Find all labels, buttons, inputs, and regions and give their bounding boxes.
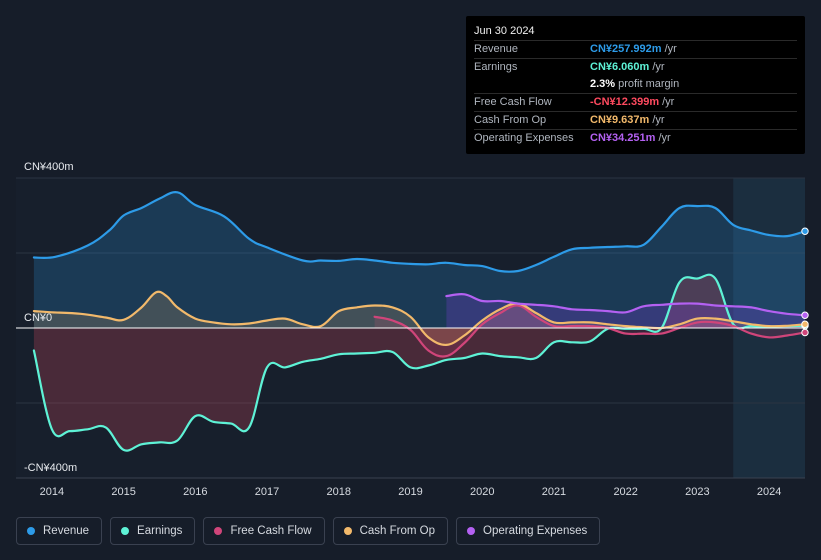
- tooltip-row-value: CN¥34.251m/yr: [590, 132, 671, 144]
- legend-label: Free Cash Flow: [230, 525, 312, 537]
- tooltip-row-value: CN¥257.992m/yr: [590, 43, 677, 55]
- tooltip-row-label: Free Cash Flow: [474, 96, 552, 108]
- tooltip-date: Jun 30 2024: [474, 25, 535, 37]
- chart-legend: Revenue Earnings Free Cash Flow Cash From O…: [16, 517, 601, 545]
- operating-expenses-end-dot: [801, 311, 809, 319]
- x-tick-label: 2019: [398, 486, 422, 498]
- x-tick-label: 2016: [183, 486, 207, 498]
- tooltip-row: Earnings CN¥6.060m/yr: [474, 58, 797, 76]
- legend-label: Earnings: [137, 525, 183, 537]
- revenue-end-dot: [801, 227, 809, 235]
- x-tick-label: 2014: [40, 486, 64, 498]
- tooltip-row: Cash From Op CN¥9.637m/yr: [474, 111, 797, 129]
- tooltip-row-label: [474, 76, 590, 93]
- tooltip-row-value: CN¥9.637m/yr: [590, 114, 665, 126]
- tooltip-row-value: CN¥6.060m/yr: [590, 61, 665, 73]
- free-cash-flow-line: [373, 304, 807, 358]
- cash-from-op-end-dot: [801, 320, 809, 328]
- legend-item-revenue[interactable]: Revenue: [16, 517, 103, 545]
- legend-dot-icon: [214, 527, 223, 535]
- operating-expenses-line: [445, 293, 807, 317]
- tooltip-row-label: Earnings: [474, 61, 518, 73]
- tooltip-row-label: Revenue: [474, 43, 519, 55]
- x-tick-label: 2018: [327, 486, 351, 498]
- y-tick-label: -CN¥400m: [24, 462, 77, 474]
- legend-label: Operating Expenses: [483, 525, 588, 537]
- x-tick-label: 2024: [757, 486, 781, 498]
- legend-label: Revenue: [43, 525, 90, 537]
- cash-from-op-area: [33, 291, 805, 345]
- legend-dot-icon: [467, 527, 476, 535]
- legend-item-cash-from-op[interactable]: Cash From Op: [332, 517, 449, 545]
- data-tooltip: Jun 30 2024 Revenue CN¥257.992m/yr Earning…: [466, 16, 805, 154]
- tooltip-row-label: Cash From Op: [474, 114, 547, 126]
- tooltip-row-value: -CN¥12.399m/yr: [590, 96, 675, 108]
- tooltip-row: Revenue CN¥257.992m/yr: [474, 40, 797, 58]
- tooltip-row-value: 2.3% profit margin: [590, 78, 680, 90]
- y-tick-label: CN¥400m: [24, 161, 74, 173]
- tooltip-row-label: Operating Expenses: [474, 132, 574, 144]
- x-tick-label: 2023: [685, 486, 709, 498]
- free-cash-flow-end-dot: [801, 328, 809, 337]
- series-end-dots: [801, 227, 809, 337]
- legend-label: Cash From Op: [359, 525, 436, 537]
- legend-item-earnings[interactable]: Earnings: [110, 517, 196, 545]
- axes: CN¥400m CN¥0 -CN¥400m 2014 2015 2016 2017 2018 2…: [16, 161, 805, 498]
- tooltip-row: 2.3% profit margin: [474, 76, 797, 93]
- legend-dot-icon: [343, 527, 352, 535]
- tooltip-row: Free Cash Flow -CN¥12.399m/yr: [474, 93, 797, 111]
- tooltip-row: Operating Expenses CN¥34.251m/yr: [474, 129, 797, 147]
- legend-item-operating-expenses[interactable]: Operating Expenses: [456, 517, 601, 545]
- free-cash-flow-area: [374, 305, 805, 357]
- earnings-line: [32, 273, 807, 452]
- x-tick-label: 2022: [613, 486, 637, 498]
- legend-item-free-cash-flow[interactable]: Free Cash Flow: [203, 517, 325, 545]
- y-tick-label: CN¥0: [24, 312, 52, 324]
- series-lines: [32, 191, 807, 452]
- x-tick-label: 2015: [111, 486, 135, 498]
- earnings-area: [33, 274, 805, 451]
- x-tick-label: 2021: [542, 486, 566, 498]
- x-tick-label: 2020: [470, 486, 494, 498]
- legend-dot-icon: [27, 527, 35, 535]
- x-tick-label: 2017: [255, 486, 279, 498]
- legend-dot-icon: [121, 527, 130, 535]
- revenue-area: [33, 192, 805, 328]
- cash-from-op-line: [32, 290, 807, 347]
- revenue-line: [32, 191, 807, 273]
